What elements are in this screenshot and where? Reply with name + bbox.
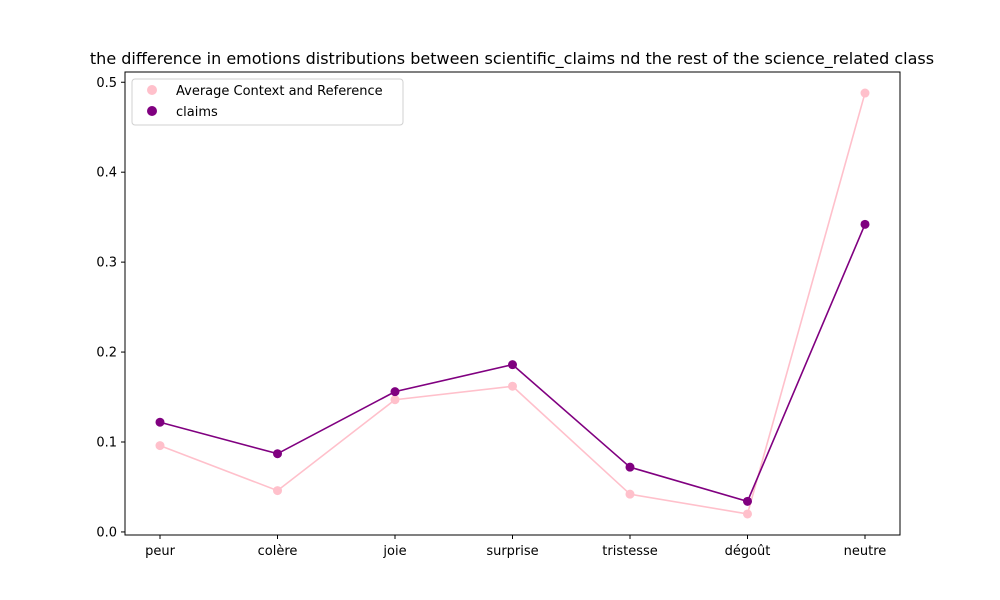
legend-label-average-context-and-reference: Average Context and Reference	[176, 84, 383, 99]
chart-title: the difference in emotions distributions…	[90, 49, 934, 69]
y-tick-label: 0.2	[96, 346, 117, 361]
x-tick-label: peur	[145, 544, 175, 559]
x-tick-label: dégoût	[725, 544, 771, 559]
data-point-claims	[743, 496, 752, 506]
x-tick-label: joie	[382, 544, 406, 559]
y-tick-label: 0.3	[96, 256, 117, 271]
data-point-claims	[155, 417, 165, 427]
data-point-average-context-and-reference	[155, 441, 165, 451]
x-tick-label: neutre	[844, 544, 887, 559]
y-tick-label: 0.0	[96, 525, 117, 540]
legend: Average Context and Reference claims	[131, 78, 404, 126]
data-point-average-context-and-reference	[860, 88, 870, 98]
x-tick-label: tristesse	[602, 544, 657, 559]
data-point-average-context-and-reference	[625, 489, 635, 499]
legend-marker-claims	[147, 106, 157, 116]
data-point-average-context-and-reference	[273, 486, 282, 496]
x-tick-label: surprise	[486, 544, 538, 559]
legend-box	[131, 78, 404, 126]
plot-area: 0.0 0.1 0.2 0.3 0.4 0.5 peur colère joie surprise…	[96, 71, 901, 559]
x-tick-label: colère	[258, 544, 298, 559]
y-tick-label: 0.1	[96, 436, 117, 451]
data-point-average-context-and-reference	[508, 381, 517, 391]
data-point-claims	[860, 219, 870, 229]
data-point-average-context-and-reference	[743, 509, 752, 519]
legend-label-claims: claims	[176, 105, 218, 120]
data-point-claims	[508, 360, 517, 370]
data-point-claims	[625, 462, 635, 472]
data-point-average-context-and-reference	[390, 395, 400, 405]
data-point-claims	[390, 387, 400, 397]
data-point-claims	[273, 449, 282, 459]
y-tick-label: 0.4	[96, 166, 117, 181]
y-tick-label: 0.5	[96, 76, 117, 91]
legend-marker-average-context-and-reference	[147, 85, 157, 95]
